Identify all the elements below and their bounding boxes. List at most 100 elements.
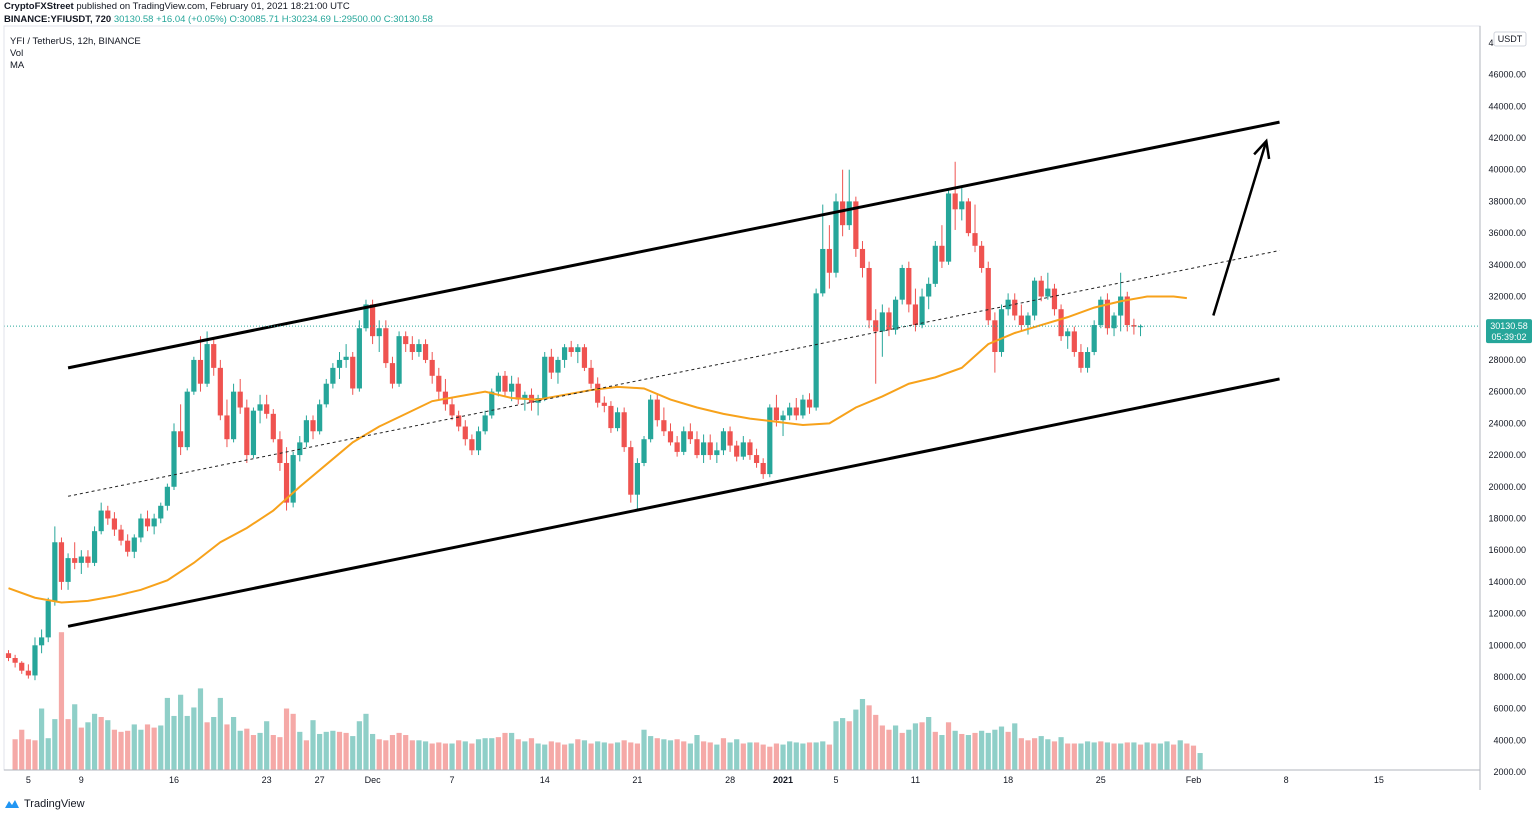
candle-body: [760, 462, 766, 475]
volume-bar: [912, 723, 919, 770]
candle-body: [409, 344, 415, 353]
candle: [72, 542, 78, 570]
volume-bar: [952, 730, 958, 770]
candle: [171, 423, 177, 490]
candle: [654, 393, 660, 427]
candle: [250, 407, 257, 459]
candle-body: [224, 415, 230, 440]
candle-body: [952, 193, 958, 210]
candle: [561, 344, 568, 368]
candle: [1032, 277, 1038, 321]
x-tick-label: 15: [1374, 775, 1384, 785]
candle-body: [621, 412, 627, 448]
candle-body: [846, 201, 852, 226]
candle-body: [422, 344, 429, 360]
volume-bar: [98, 717, 104, 770]
legend-symbol[interactable]: YFI / TetherUS, 12h, BINANCE: [10, 36, 141, 47]
volume-bar: [370, 733, 376, 770]
candle: [98, 502, 104, 535]
y-tick-label: 10000.00: [1488, 640, 1526, 650]
volume-bar: [257, 732, 263, 770]
candle: [482, 410, 488, 435]
candle: [1071, 326, 1077, 357]
candle-body: [886, 312, 892, 330]
volume-bar: [634, 743, 640, 770]
volume-bar: [515, 739, 521, 770]
candle: [1104, 293, 1111, 335]
candle: [767, 404, 773, 478]
candle-body: [992, 320, 998, 353]
volume-bar: [462, 741, 468, 770]
candle-body: [873, 320, 879, 332]
tradingview-logo-text: TradingView: [24, 798, 85, 810]
candle: [727, 426, 733, 452]
volume-bar: [224, 724, 230, 770]
plot-frame: [3, 25, 1481, 771]
candle-body: [859, 248, 866, 268]
candle-body: [555, 359, 561, 373]
projection-arrow-head: [1253, 138, 1271, 160]
x-tick-label: 25: [1096, 775, 1106, 785]
candle-body: [403, 336, 409, 345]
candle-body: [667, 431, 674, 443]
candle: [111, 512, 118, 536]
volume-bar: [588, 743, 594, 770]
volume-bar: [171, 715, 177, 770]
candle-body: [899, 267, 905, 300]
candle: [846, 169, 852, 230]
candle: [714, 442, 720, 463]
candle: [787, 402, 793, 421]
legend-volume[interactable]: Vol: [10, 48, 24, 59]
candle: [237, 378, 243, 414]
legend-ma[interactable]: MA: [10, 60, 25, 71]
candle-body: [211, 344, 217, 368]
candle-body: [217, 367, 223, 416]
candle: [581, 344, 588, 372]
x-tick-label: 5: [833, 775, 838, 785]
candle-body: [58, 542, 65, 582]
price-badge-countdown: 05:39:02: [1491, 332, 1526, 342]
volume-bar: [204, 722, 210, 770]
volume-bar: [621, 740, 627, 770]
candle: [403, 331, 409, 353]
volume-bar: [1025, 740, 1031, 770]
volume-bar: [1078, 743, 1084, 770]
candle: [1058, 304, 1064, 341]
y-tick-label: 46000.00: [1488, 70, 1526, 80]
volume-bar: [919, 722, 925, 770]
volume-bar: [853, 709, 859, 770]
candle-body: [416, 344, 422, 353]
candle-body: [912, 304, 919, 326]
candle: [998, 304, 1005, 357]
candle: [118, 524, 124, 546]
volume-bar: [740, 743, 746, 770]
volume-bar: [568, 743, 574, 770]
candle: [125, 534, 131, 557]
candle-body: [277, 439, 283, 463]
volume-bar: [323, 731, 329, 770]
axis-layer: 2000.00 4000.00 6000.00 8000.00 10000.00 1200…: [3, 25, 1532, 790]
volume-bar: [886, 729, 892, 770]
volume-bar: [561, 744, 568, 770]
candle-body: [230, 391, 237, 440]
candle: [515, 377, 521, 405]
volume-bar: [118, 731, 124, 770]
volume-bar: [442, 743, 449, 770]
candle-body: [879, 312, 885, 332]
candle: [707, 434, 713, 460]
candle-body: [1018, 315, 1024, 326]
volume-bar: [648, 736, 654, 770]
channel-upper-line: [67, 120, 1280, 370]
y-tick-label: 40000.00: [1488, 165, 1526, 175]
y-tick-label: 22000.00: [1488, 450, 1526, 460]
volume-bar: [1012, 723, 1018, 770]
candle: [105, 505, 111, 525]
candle-body: [1131, 325, 1137, 327]
candle-body: [1058, 309, 1064, 337]
candle-body: [489, 391, 495, 416]
candle: [19, 661, 25, 674]
volume-bar: [767, 746, 773, 770]
candle-body: [892, 299, 899, 330]
candle: [178, 404, 184, 456]
